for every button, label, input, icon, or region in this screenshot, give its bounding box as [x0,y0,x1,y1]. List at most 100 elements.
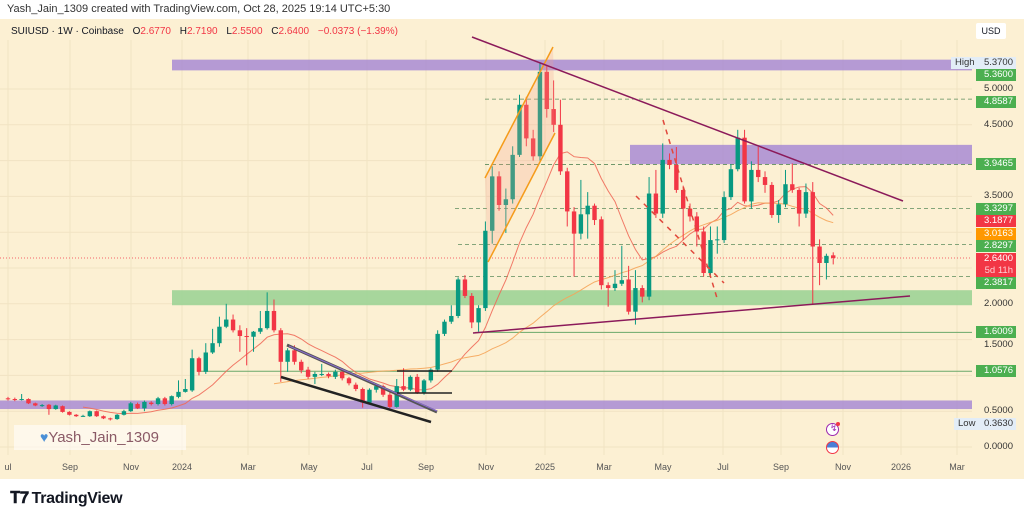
candle-body [360,389,365,403]
rising-channel-fill [485,47,555,262]
low-value: 2.5500 [231,26,263,37]
candle-body [155,398,161,405]
candle-body [142,401,147,409]
candle-2024-11-11 [490,166,495,244]
candle-2024-08-12 [401,368,406,392]
candle-2023-08-28 [60,405,65,413]
candle-body [224,319,229,327]
candle-2025-07-07 [721,191,727,243]
candle-body [728,169,734,198]
x-axis-tick: Sep [417,462,435,472]
high-label: H [179,26,187,37]
candle-2025-09-08 [783,169,788,208]
ma-slow-line [273,202,834,385]
candle-body [19,399,24,401]
descending-trendline [471,36,904,202]
candle-body [60,406,65,412]
candle-body [660,159,665,214]
candle-2024-02-19 [230,314,236,333]
candle-body [5,398,11,400]
candle-body [46,404,52,410]
candle-body [12,399,18,401]
us-flag-event-icon[interactable] [826,441,839,454]
candle-2023-12-18 [169,395,174,406]
candle-2023-08-21 [53,404,58,410]
candle-2024-01-01 [183,378,188,393]
price-label-red: 3.1877 [976,215,1016,228]
candle-2025-04-07 [633,270,638,325]
candle-body [687,208,693,217]
open-label: O [132,26,141,37]
ma-fast-line [82,151,834,415]
candle-body [783,184,788,205]
candle-body [790,184,795,190]
candle-body [196,358,202,372]
candle-body [476,308,481,323]
candle-body [26,399,31,404]
candle-body [264,310,270,329]
candle-2023-11-13 [135,402,140,410]
candle-2024-09-02 [421,378,427,395]
candle-body [715,239,720,241]
candle-body [462,279,468,296]
tradingview-logo[interactable]: 𝐓𝟕 TradingView [10,490,123,508]
candle-body [169,396,174,405]
candle-body [680,189,686,209]
candle-body [721,197,727,241]
candle-2023-10-16 [108,417,113,421]
zone-purple [0,400,972,410]
candle-2023-11-27 [149,401,154,406]
ascending-trendline [472,295,911,334]
candle-2023-12-04 [155,396,161,406]
candle-body [285,350,290,362]
price-label-green: 2.8297 [976,240,1016,253]
x-axis-tick: Jul [361,462,373,472]
candle-2025-08-04 [749,161,754,209]
candle-body [742,137,747,202]
low-tag: Low [954,417,978,430]
candle-2025-04-14 [640,285,645,303]
candle-2024-07-01 [360,387,365,408]
currency-button[interactable]: USD [976,23,1006,39]
candle-2023-10-23 [114,414,120,420]
dashed-wave-line [662,119,718,299]
candle-2023-12-25 [176,380,181,399]
price-label-green: 1.6009 [976,326,1016,339]
moving-averages [82,151,834,415]
x-axis-tick: 2024 [171,462,193,472]
candle-2024-12-16 [524,96,529,147]
candle-2024-10-28 [476,305,481,332]
candle-2025-03-31 [626,265,631,315]
price-label-orange: 3.0163 [976,227,1016,240]
y-axis-tick: 1.5000 [983,338,1013,350]
candle-body [510,154,515,200]
candle-body [210,343,215,353]
candle-body [619,280,624,284]
candle-2025-08-18 [762,171,768,193]
candle-2024-03-04 [244,328,249,366]
candle-body [421,380,427,394]
candle-body [776,204,781,216]
candle-body [435,333,440,370]
candle-body [271,310,277,331]
price-label-green: 1.0576 [976,365,1016,378]
candle-body [39,405,45,407]
candle-body [803,192,809,214]
drawings [280,36,911,424]
candle-body [483,230,488,309]
y-axis-tick: 5.0000 [983,83,1013,94]
falling-wedge-lower [280,375,432,424]
lightning-event-icon[interactable]: ↯ [826,422,840,436]
candle-body [449,315,454,322]
candle-2023-12-11 [162,396,168,406]
candles [5,62,836,421]
candle-body [135,404,140,409]
x-axis-tick: Nov [834,462,852,472]
candle-2025-09-01 [776,199,781,223]
candle-2023-08-07 [39,404,45,407]
candle-body [189,358,195,391]
candle-2023-10-30 [121,409,127,416]
symbol-info[interactable]: SUIUSD · 1W · Coinbase [11,26,124,37]
candle-2024-09-23 [442,319,447,337]
